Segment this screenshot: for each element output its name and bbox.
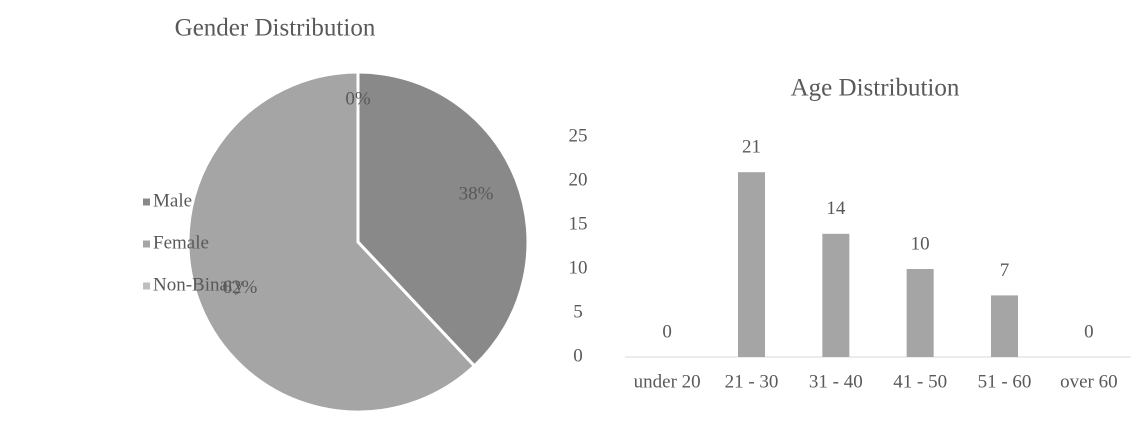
data-label: 14 [826, 198, 846, 219]
legend-label: Female [153, 232, 209, 253]
y-tick-label: 10 [569, 257, 588, 278]
legend-label: Non-Binary [153, 274, 244, 295]
data-label: 0% [345, 88, 371, 109]
bar [906, 269, 934, 357]
data-label: 10 [911, 233, 930, 254]
x-tick-label: 21 - 30 [725, 371, 779, 392]
x-tick-label: over 60 [1060, 371, 1118, 392]
x-tick-label: 31 - 40 [809, 371, 863, 392]
data-label: 21 [742, 137, 761, 158]
bar [738, 172, 765, 357]
bar [991, 295, 1018, 357]
legend-label: Male [153, 190, 192, 211]
pie-slice [186, 70, 477, 414]
y-tick-label: 0 [573, 345, 583, 366]
bar-title: Age Distribution [791, 75, 960, 102]
legend-swatch [143, 240, 150, 248]
data-label: 7 [1000, 260, 1010, 281]
x-tick-label: 41 - 50 [893, 371, 947, 392]
y-tick-label: 20 [569, 169, 588, 190]
bar [822, 233, 850, 357]
y-tick-label: 5 [573, 301, 583, 322]
x-tick-label: under 20 [634, 371, 701, 392]
y-tick-label: 25 [569, 125, 588, 146]
pie-slice [356, 70, 530, 369]
y-tick-label: 15 [569, 213, 588, 234]
data-label: 0 [662, 321, 672, 342]
legend-swatch [143, 198, 150, 206]
data-label: 62% [223, 277, 258, 298]
data-label: 38% [459, 184, 494, 205]
x-tick-label: 51 - 60 [978, 371, 1032, 392]
data-label: 0 [1084, 321, 1094, 342]
pie-title: Gender Distribution [175, 15, 376, 42]
legend-swatch [143, 282, 150, 290]
